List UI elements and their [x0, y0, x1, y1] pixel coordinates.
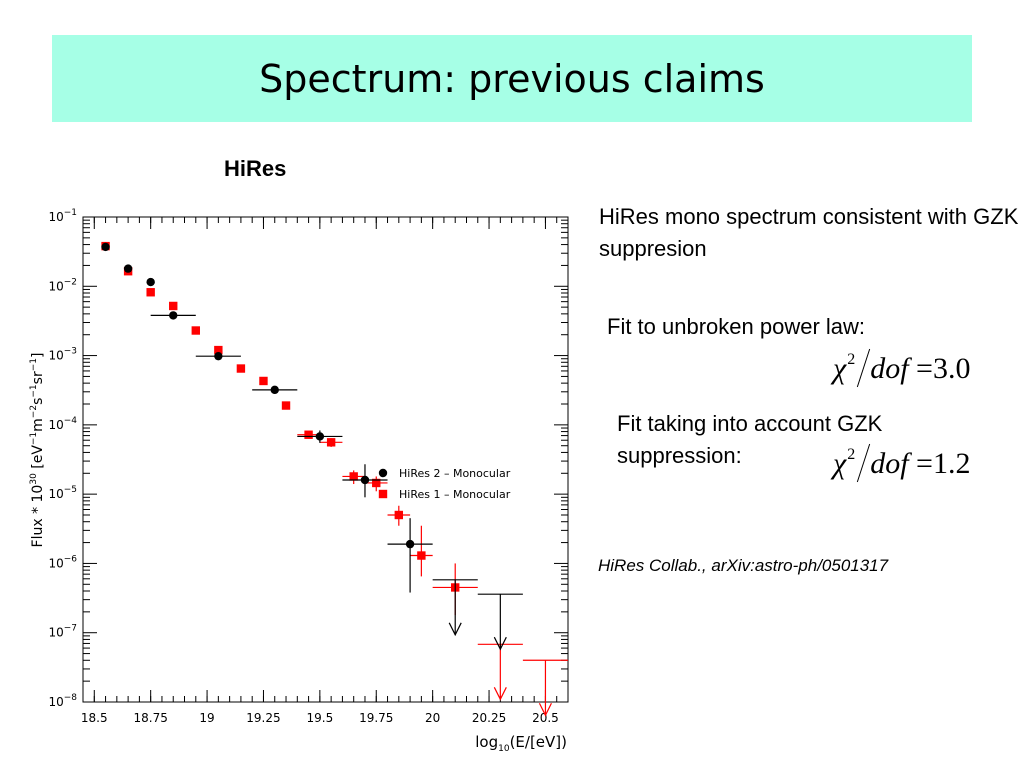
- title-banner: Spectrum: previous claims: [52, 35, 972, 122]
- data-point-hires1: [169, 301, 178, 311]
- slide-title: Spectrum: previous claims: [259, 56, 765, 101]
- data-point-hires1: [281, 401, 291, 410]
- x-tick-label: 20.25: [472, 711, 506, 725]
- citation: HiRes Collab., arXiv:astro-ph/0501317: [598, 556, 889, 575]
- chi-symbol: χ: [833, 352, 847, 385]
- data-point-hires2: [146, 277, 155, 287]
- data-point-hires1: [304, 430, 313, 439]
- x-tick-label: 19.5: [307, 711, 334, 725]
- data-point-hires2: [214, 351, 223, 361]
- data-point-hires1: [214, 345, 223, 355]
- legend-marker-hires2: [378, 468, 388, 478]
- y-tick-label: 10−8: [48, 693, 77, 709]
- x-tick-label: 19.25: [246, 711, 280, 725]
- data-point-hires1: [259, 376, 268, 386]
- upper-limit-arrowhead: [538, 703, 552, 717]
- plot-frame: [82, 216, 569, 703]
- legend-marker-hires1: [378, 489, 388, 499]
- y-axis-label: Flux * 1030 [eV−1m−2s−1sr−1]: [29, 353, 46, 548]
- y-tick-label: 10−1: [48, 208, 77, 224]
- data-point-hires2: [123, 264, 133, 273]
- y-tick-label: 10−3: [48, 347, 77, 363]
- x-tick-label: 19.75: [359, 711, 393, 725]
- y-tick-label: 10−2: [48, 277, 77, 293]
- data-point-hires1: [236, 364, 246, 373]
- y-tick-label: 10−4: [48, 416, 77, 432]
- text-unbroken-fit: Fit to unbroken power law:: [607, 314, 866, 339]
- upper-limit-arrowhead: [493, 636, 507, 651]
- chi2-formula-unbroken: χ2 dof =3.0: [833, 348, 970, 388]
- chart-heading: HiRes: [224, 156, 287, 181]
- x-tick-label: 18.75: [133, 711, 167, 725]
- data-point-hires1: [349, 472, 358, 481]
- chi2-value-unbroken: 3.0: [932, 352, 971, 385]
- dof-label: dof: [870, 447, 909, 480]
- data-point-hires2: [101, 242, 110, 252]
- equals-sign: =: [916, 447, 933, 480]
- data-point-hires1: [394, 510, 404, 520]
- legend-label: HiRes 2 – Monocular: [399, 467, 511, 480]
- upper-limit-arrowhead: [493, 687, 507, 701]
- x-tick-label: 20.5: [532, 711, 559, 725]
- x-tick-label: 20: [425, 711, 440, 725]
- data-point-hires2: [315, 432, 325, 441]
- data-point-hires1: [191, 326, 200, 335]
- equals-sign: =: [916, 352, 933, 385]
- y-tick-label: 10−5: [48, 485, 77, 501]
- x-tick-label: 18.5: [81, 711, 108, 725]
- data-point-hires1: [417, 551, 426, 560]
- data-point-hires1: [146, 288, 155, 297]
- x-tick-label: 19: [199, 711, 214, 725]
- text-consistent-gzk: HiRes mono spectrum consistent with GZK …: [599, 204, 1019, 261]
- chi2-value-gzk: 1.2: [932, 447, 971, 480]
- legend-label: HiRes 1 – Monocular: [399, 488, 511, 501]
- data-point-hires2: [270, 385, 279, 395]
- flux-spectrum-chart: 18.5 18.75 19 19.25 19.5 19.75 20 20.25 20.5 10−1…: [29, 208, 569, 754]
- x-axis-label: log10(E/[eV]): [475, 733, 567, 754]
- data-point-hires2: [405, 539, 415, 549]
- data-point-hires2: [360, 475, 370, 485]
- dof-label: dof: [870, 352, 909, 385]
- data-point-hires2: [169, 311, 178, 320]
- chi-symbol: χ: [833, 447, 847, 480]
- text-gzk-fit: Fit taking into account GZK suppression:: [617, 411, 883, 468]
- upper-limit-arrowhead: [448, 622, 462, 637]
- chi-exponent: 2: [847, 351, 856, 368]
- data-point-hires1: [326, 438, 336, 447]
- data-point-hires1: [372, 478, 381, 488]
- chi2-formula-gzk: χ2 dof =1.2: [833, 443, 970, 483]
- y-tick-label: 10−6: [48, 554, 77, 570]
- y-tick-label: 10−7: [48, 624, 77, 640]
- chi-exponent: 2: [847, 446, 856, 463]
